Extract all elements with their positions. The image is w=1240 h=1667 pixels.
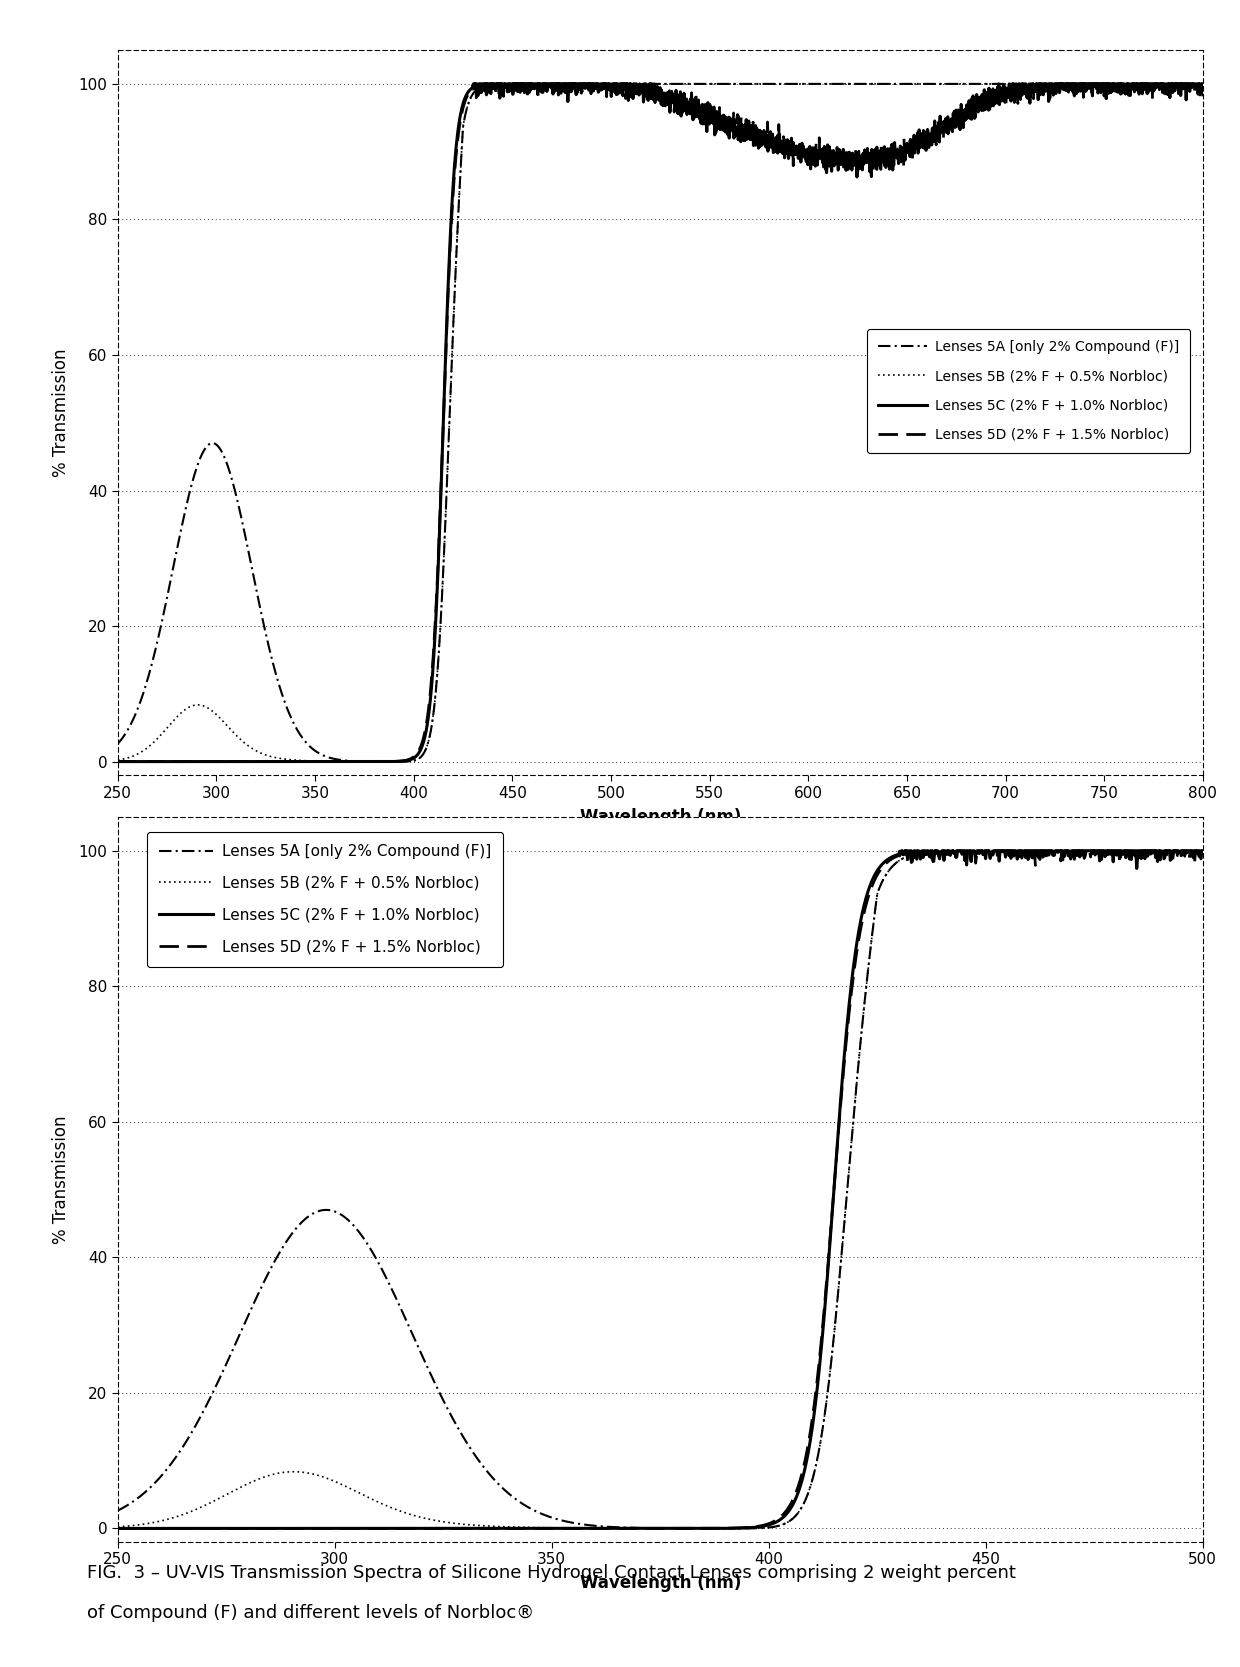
Text: of Compound (F) and different levels of Norbloc®: of Compound (F) and different levels of … [87,1604,534,1622]
Y-axis label: % Transmission: % Transmission [52,1115,71,1244]
Text: FIG.  3 – UV-VIS Transmission Spectra of Silicone Hydrogel Contact Lenses compri: FIG. 3 – UV-VIS Transmission Spectra of … [87,1564,1016,1582]
X-axis label: Wavelength (nm): Wavelength (nm) [579,1574,742,1592]
X-axis label: Wavelength (nm): Wavelength (nm) [579,807,742,825]
Y-axis label: % Transmission: % Transmission [52,348,71,477]
Legend: Lenses 5A [only 2% Compound (F)], Lenses 5B (2% F + 0.5% Norbloc), Lenses 5C (2%: Lenses 5A [only 2% Compound (F)], Lenses… [148,832,503,967]
Legend: Lenses 5A [only 2% Compound (F)], Lenses 5B (2% F + 0.5% Norbloc), Lenses 5C (2%: Lenses 5A [only 2% Compound (F)], Lenses… [867,328,1190,453]
